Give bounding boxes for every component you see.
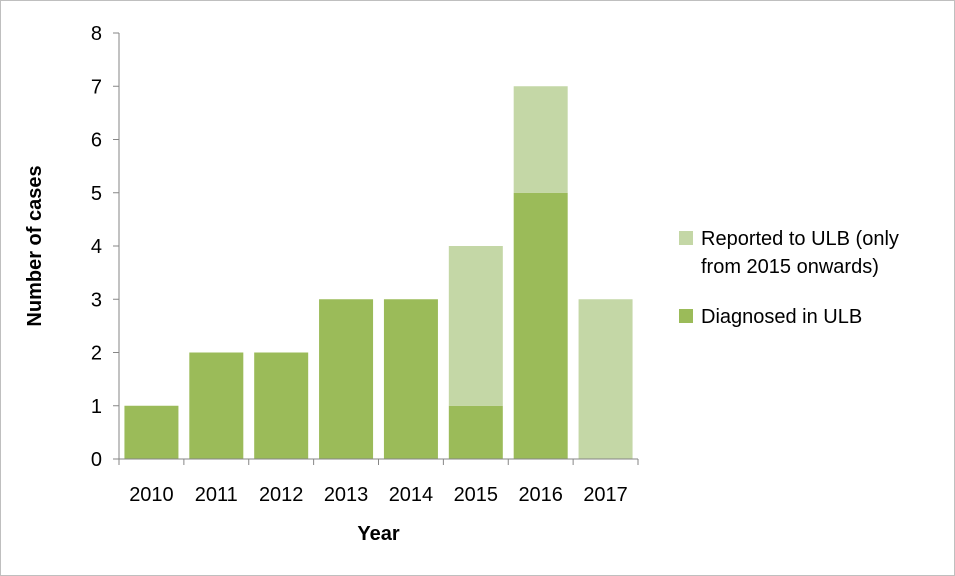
bar-2015-reported — [448, 246, 503, 406]
bar-2010-diagnosed — [124, 405, 179, 459]
legend-label: from 2015 onwards) — [701, 256, 879, 278]
x-tick-label: 2010 — [129, 484, 174, 506]
bar-2014-diagnosed — [383, 299, 438, 459]
legend-swatch — [679, 231, 693, 245]
y-tick-label: 0 — [91, 449, 102, 471]
legend-label: Reported to ULB (only — [701, 228, 899, 250]
y-tick-label: 6 — [91, 130, 102, 152]
y-tick-label: 8 — [91, 23, 102, 45]
x-tick-label: 2014 — [389, 484, 434, 506]
bars-layer — [124, 86, 633, 459]
x-tick-label: 2016 — [518, 484, 563, 506]
x-tick-label: 2013 — [324, 484, 369, 506]
x-tick-label: 2015 — [454, 484, 499, 506]
bar-2011-diagnosed — [189, 352, 244, 459]
bar-2017-reported — [578, 299, 633, 459]
y-tick-label: 1 — [91, 396, 102, 418]
y-tick-label: 4 — [91, 236, 102, 258]
legend-label: Diagnosed in ULB — [701, 306, 862, 328]
bar-2016-diagnosed — [513, 192, 568, 459]
y-tick-label: 7 — [91, 76, 102, 98]
x-tick-label: 2012 — [259, 484, 304, 506]
x-tick-label: 2011 — [195, 484, 238, 506]
y-axis-title: Number of cases — [24, 165, 46, 326]
y-tick-label: 3 — [91, 289, 102, 311]
legend: Reported to ULB (only from 2015 onwards) D… — [679, 228, 899, 328]
y-tick-label: 5 — [91, 183, 102, 205]
x-axis-title: Year — [357, 523, 399, 545]
y-tick-label: 2 — [91, 343, 102, 365]
legend-swatch — [679, 309, 693, 323]
bar-2015-diagnosed — [448, 405, 503, 459]
bar-2012-diagnosed — [254, 352, 309, 459]
x-ticks: 2010 2011 2012 2013 2014 2015 2016 2017 — [118, 459, 639, 506]
bar-2016-reported — [513, 86, 568, 193]
x-tick-label: 2017 — [583, 484, 628, 506]
y-ticks: 0 1 2 3 4 5 6 7 8 — [91, 23, 119, 471]
bar-2013-diagnosed — [319, 299, 374, 459]
